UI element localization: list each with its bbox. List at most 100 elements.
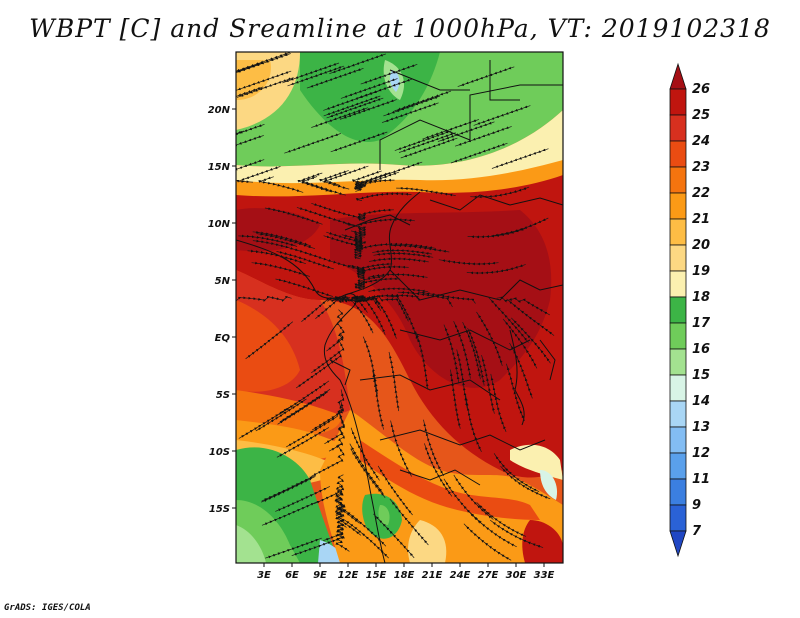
streamline — [301, 176, 346, 196]
streamline — [264, 207, 323, 225]
lat-tick-label: 5S — [216, 390, 230, 401]
lat-tick-label: 5N — [215, 276, 231, 287]
streamline — [330, 131, 388, 153]
streamline — [355, 78, 413, 100]
lon-tick-label: 15E — [366, 570, 387, 581]
colorbar-top-arrow — [669, 62, 687, 90]
lon-tick-label: 12E — [338, 570, 359, 581]
lon-tick-label: 6E — [285, 570, 299, 581]
colorbar-swatch — [669, 348, 687, 376]
colorbar-swatch — [669, 374, 687, 402]
streamline — [491, 148, 549, 169]
streamline — [511, 317, 551, 364]
colorbar-swatch — [669, 504, 687, 532]
streamline — [415, 330, 429, 390]
lon-tick-label: 9E — [313, 570, 327, 581]
lat-tick-label: 10N — [208, 219, 231, 230]
lon-tick-label: 33E — [534, 570, 555, 581]
streamline — [362, 336, 379, 395]
colorbar-swatch — [669, 322, 687, 350]
streamline — [453, 321, 472, 379]
streamline — [354, 277, 401, 289]
streamline — [326, 231, 367, 249]
colorbar-label: 14 — [692, 394, 710, 409]
streamline — [473, 105, 531, 126]
streamline — [245, 321, 294, 360]
streamline — [443, 478, 483, 525]
grads-credit: GrADS: IGES/COLA — [4, 603, 91, 613]
colorbar-swatch — [669, 140, 687, 168]
streamline — [357, 208, 394, 221]
streamline — [466, 264, 526, 275]
streamline — [438, 259, 499, 266]
streamline — [450, 142, 508, 164]
map-frame — [235, 51, 564, 564]
colorbar-label: 22 — [692, 186, 710, 201]
streamline — [236, 86, 264, 106]
streamlines — [236, 52, 555, 561]
streamline — [236, 295, 292, 302]
streamline — [467, 227, 527, 239]
streamline — [284, 133, 342, 154]
colorbar-label: 19 — [692, 264, 710, 279]
streamline — [490, 373, 507, 432]
colorbar-swatch — [669, 192, 687, 220]
colorbar-label: 18 — [692, 290, 710, 305]
streamline — [315, 295, 351, 319]
streamline — [470, 186, 530, 199]
colorbar-label: 11 — [692, 472, 710, 487]
streamline — [349, 443, 384, 494]
colorbar-label: 20 — [692, 238, 710, 253]
lon-tick-label: 30E — [506, 570, 527, 581]
colorbar-swatch — [669, 452, 687, 480]
streamline — [364, 295, 409, 322]
streamline — [276, 427, 330, 458]
streamline — [265, 537, 322, 559]
colorbar-swatches — [669, 62, 687, 558]
colorbar-swatch — [669, 114, 687, 142]
streamline — [236, 159, 265, 179]
streamline — [275, 486, 331, 512]
lat-tick-label: EQ — [215, 333, 231, 344]
colorbar-swatch — [669, 218, 687, 246]
lon-tick-label: 18E — [394, 570, 415, 581]
colorbar-label: 25 — [692, 108, 710, 123]
colorbar-label: 16 — [692, 342, 710, 357]
colorbar-label: 24 — [692, 134, 710, 149]
colorbar-swatch — [669, 88, 687, 116]
streamline — [396, 186, 456, 197]
colorbar-label: 21 — [692, 212, 710, 227]
streamline — [348, 264, 365, 280]
streamline — [389, 498, 429, 546]
lat-tick-label: 10S — [209, 447, 230, 458]
streamline — [334, 489, 360, 524]
streamline — [369, 257, 429, 263]
streamline — [372, 248, 432, 255]
colorbar-label: 17 — [692, 316, 711, 331]
colorbar-labels: 26 25 24 23 22 21 20 19 18 17 16 15 14 1… — [692, 82, 711, 539]
streamline — [345, 223, 367, 238]
colorbar-label: 13 — [692, 420, 710, 435]
lat-tick-label: 15S — [209, 504, 230, 515]
lon-tick-label: 27E — [478, 570, 499, 581]
streamline — [252, 230, 312, 247]
streamline — [329, 53, 387, 75]
streamline — [381, 102, 439, 123]
streamline — [500, 465, 551, 500]
colorbar-label: 26 — [692, 82, 710, 97]
lat-axis: 20N 15N 10N 5N EQ 5S 10S 15S — [208, 105, 236, 515]
streamline — [275, 278, 334, 297]
lon-tick-label: 3E — [257, 570, 271, 581]
colorbar-swatch — [669, 478, 687, 506]
streamline — [417, 291, 476, 304]
streamline — [400, 137, 458, 159]
colorbar-label: 23 — [692, 160, 710, 175]
colorbar-swatch — [669, 426, 687, 454]
streamline — [450, 369, 461, 429]
lon-tick-label: 24E — [450, 570, 471, 581]
streamline — [365, 161, 423, 182]
streamline — [335, 523, 350, 552]
streamline — [278, 380, 330, 415]
colorbar-swatch — [669, 166, 687, 194]
streamline — [505, 363, 525, 422]
